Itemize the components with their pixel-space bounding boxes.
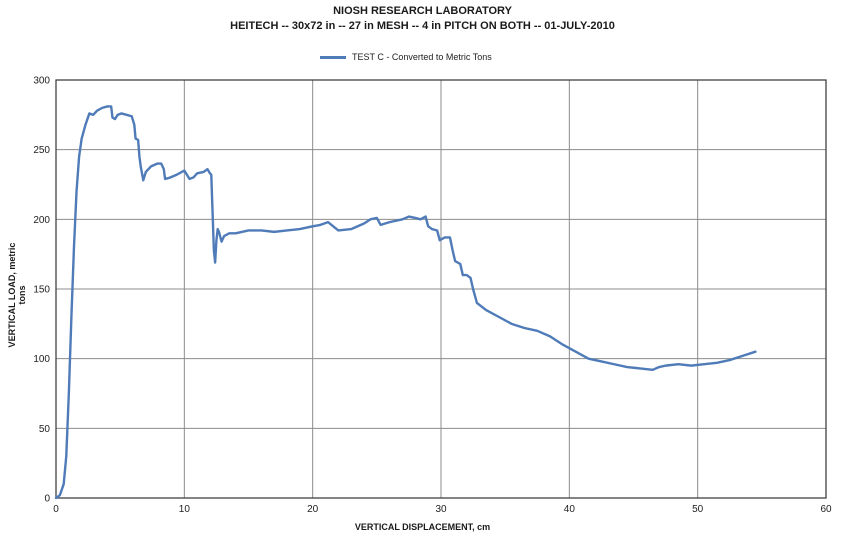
chart-subtitle: HEITECH -- 30x72 in -- 27 in MESH -- 4 i… (230, 20, 615, 32)
legend: TEST C - Converted to Metric Tons (320, 50, 492, 64)
gridlines (55, 79, 827, 499)
axes (55, 79, 827, 499)
y-tick-label: 0 (44, 494, 50, 505)
x-tick-label: 20 (307, 504, 319, 515)
y-tick-label: 50 (39, 424, 51, 435)
y-axis-label: VERTICAL LOAD, metric tons (7, 242, 27, 348)
legend-swatch (320, 55, 346, 59)
series-layer (54, 105, 757, 500)
series-line-0 (54, 105, 757, 500)
chart-title: NIOSH RESEARCH LABORATORY (333, 5, 512, 17)
x-tick-label: 30 (435, 504, 447, 515)
x-axis-label: VERTICAL DISPLACEMENT, cm (354, 522, 491, 532)
x-tick-label: 10 (179, 504, 191, 515)
y-tick-label: 100 (33, 354, 50, 365)
y-tick-label: 300 (33, 76, 50, 87)
plot-frame (55, 79, 827, 499)
x-tick-label: 50 (692, 504, 704, 515)
x-tick-label: 60 (820, 504, 832, 515)
y-tick-label: 200 (33, 215, 50, 226)
legend-label: TEST C - Converted to Metric Tons (352, 52, 492, 62)
x-tick-label: 0 (53, 504, 59, 515)
tick-labels: 0 10 20 30 40 50 60 0 50 100 150 200 250 300 (33, 76, 832, 516)
x-tick-label: 40 (564, 504, 576, 515)
y-tick-label: 150 (33, 285, 50, 296)
y-tick-label: 250 (33, 145, 50, 156)
